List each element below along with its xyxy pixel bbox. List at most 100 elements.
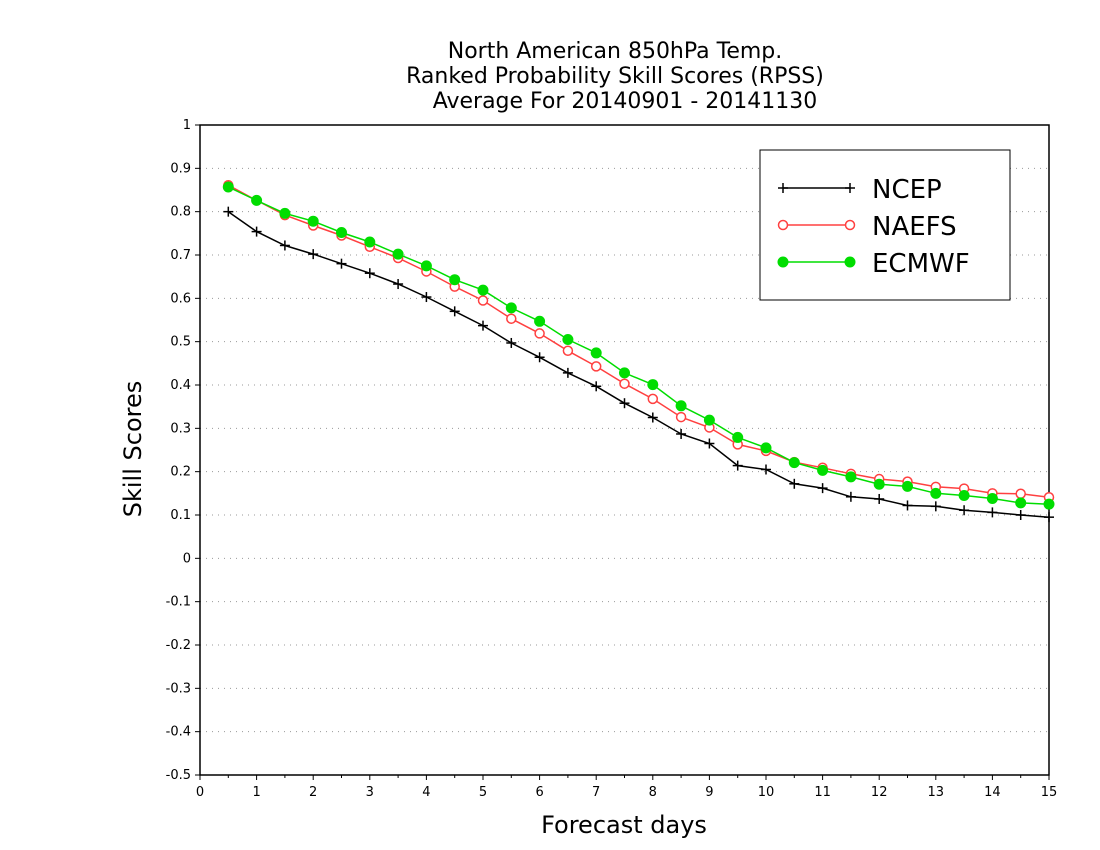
data-point-ncep	[874, 493, 885, 504]
data-point-ncep	[902, 500, 913, 511]
data-point-ncep	[251, 226, 262, 237]
legend-marker-ncep	[778, 183, 788, 193]
data-point-ncep	[761, 464, 771, 475]
data-point-ecmwf	[251, 194, 263, 206]
data-point-ncep	[789, 478, 800, 489]
data-point-naefs	[506, 313, 517, 324]
x-tick-label: 5	[479, 785, 487, 800]
data-point-ecmwf	[590, 347, 602, 359]
x-tick-label: 9	[705, 785, 713, 800]
data-point-ecmwf	[619, 367, 630, 379]
data-point-ecmwf	[307, 215, 319, 227]
data-point-ecmwf	[930, 487, 942, 499]
plot-frame	[199, 124, 1050, 776]
data-point-naefs	[647, 393, 659, 405]
x-tick-label: 7	[592, 785, 600, 800]
y-tick-label: 0.3	[170, 421, 191, 436]
x-tick-label: 12	[871, 785, 888, 800]
legend-item-naefs: NAEFS	[777, 212, 957, 242]
y-tick-label: -0.2	[166, 638, 191, 653]
y-tick-label: 1	[183, 118, 191, 133]
data-point-ecmwf	[703, 414, 715, 426]
y-tick-label: -0.1	[166, 595, 191, 610]
y-tick-label: -0.5	[166, 768, 191, 783]
data-point-ecmwf	[873, 478, 885, 490]
legend-label-ncep: NCEP	[872, 175, 942, 205]
data-point-ncep	[1015, 510, 1026, 520]
y-tick-label: 0.9	[170, 161, 191, 176]
data-point-ecmwf	[986, 493, 998, 505]
data-point-ncep	[987, 507, 998, 518]
data-point-ecmwf	[845, 471, 857, 483]
legend-item-ncep: NCEP	[778, 175, 942, 205]
data-point-ncep	[817, 483, 828, 494]
series-ecmwf	[222, 181, 1055, 510]
data-point-ncep	[1044, 512, 1054, 523]
data-point-ncep	[562, 367, 573, 378]
data-point-ncep	[676, 428, 687, 439]
data-point-ecmwf	[449, 274, 461, 286]
chart-title: North American 850hPa Temp. Ranked Proba…	[406, 39, 824, 114]
x-tick-label: 15	[1041, 785, 1058, 800]
data-point-ecmwf	[562, 334, 574, 345]
y-tick-label: 0	[183, 551, 191, 566]
x-tick-label: 6	[535, 785, 543, 800]
data-point-ncep	[308, 249, 319, 260]
data-point-ncep	[732, 460, 743, 471]
data-point-ncep	[704, 438, 715, 449]
y-tick-label: 0.7	[170, 248, 191, 263]
legend-marker-ncep	[845, 183, 855, 193]
data-point-ncep	[619, 398, 630, 409]
y-tick-label: 0.6	[170, 291, 191, 306]
data-point-ecmwf	[788, 457, 800, 469]
x-tick-label: 2	[309, 785, 317, 800]
y-tick-label: -0.4	[166, 725, 191, 740]
x-tick-label: 3	[366, 785, 374, 800]
data-point-ncep	[279, 240, 290, 251]
legend-label-ecmwf: ECMWF	[872, 249, 970, 279]
x-tick-label: 11	[814, 785, 831, 800]
y-axis-title: Skill Scores	[119, 381, 147, 518]
series-ncep	[223, 206, 1054, 523]
data-point-ecmwf	[1015, 497, 1027, 509]
legend-items: NCEP NAEFS ECMWF	[777, 175, 970, 279]
series-layer	[222, 179, 1055, 523]
y-tick-label: 0.4	[170, 378, 191, 393]
data-point-naefs	[675, 411, 687, 423]
data-point-ecmwf	[505, 302, 517, 314]
data-point-ncep	[449, 306, 460, 317]
title-line-1: North American 850hPa Temp.	[448, 39, 783, 64]
data-point-ncep	[506, 337, 517, 348]
data-point-ecmwf	[760, 442, 772, 454]
data-point-ncep	[534, 352, 545, 363]
y-tick-label: 0.2	[170, 465, 191, 480]
x-tick-label: 8	[649, 785, 657, 800]
data-point-naefs	[534, 328, 545, 339]
data-point-naefs	[562, 345, 574, 357]
data-point-ecmwf	[902, 480, 913, 492]
data-point-naefs	[590, 361, 602, 372]
legend-marker-ecmwf	[777, 256, 789, 268]
data-point-ecmwf	[647, 379, 659, 391]
y-tick-label: 0.5	[170, 335, 191, 350]
data-point-ecmwf	[817, 464, 829, 476]
data-point-ecmwf	[222, 181, 234, 193]
legend-marker-naefs	[777, 219, 789, 231]
data-point-ncep	[336, 258, 347, 269]
data-point-ecmwf	[675, 400, 687, 412]
axis-ticks: 1 0.9 0.8 0.7 0.6 0.5 0.4 0.3 0.2 0.1 0 -0.1 -0.2 -0.…	[166, 118, 1058, 800]
data-point-ncep	[223, 206, 234, 217]
data-point-ecmwf	[364, 236, 376, 248]
x-tick-label: 0	[196, 785, 204, 800]
title-line-2: Ranked Probability Skill Scores (RPSS)	[406, 64, 824, 89]
x-tick-label: 1	[252, 785, 260, 800]
legend-item-ecmwf: ECMWF	[777, 249, 970, 279]
y-tick-label: -0.3	[166, 681, 191, 696]
legend: NCEP NAEFS ECMWF	[759, 149, 1011, 301]
data-point-ecmwf	[732, 431, 744, 443]
data-point-ncep	[364, 268, 375, 279]
data-point-ecmwf	[420, 260, 432, 272]
data-point-ncep	[845, 491, 856, 502]
data-point-ecmwf	[336, 226, 347, 238]
